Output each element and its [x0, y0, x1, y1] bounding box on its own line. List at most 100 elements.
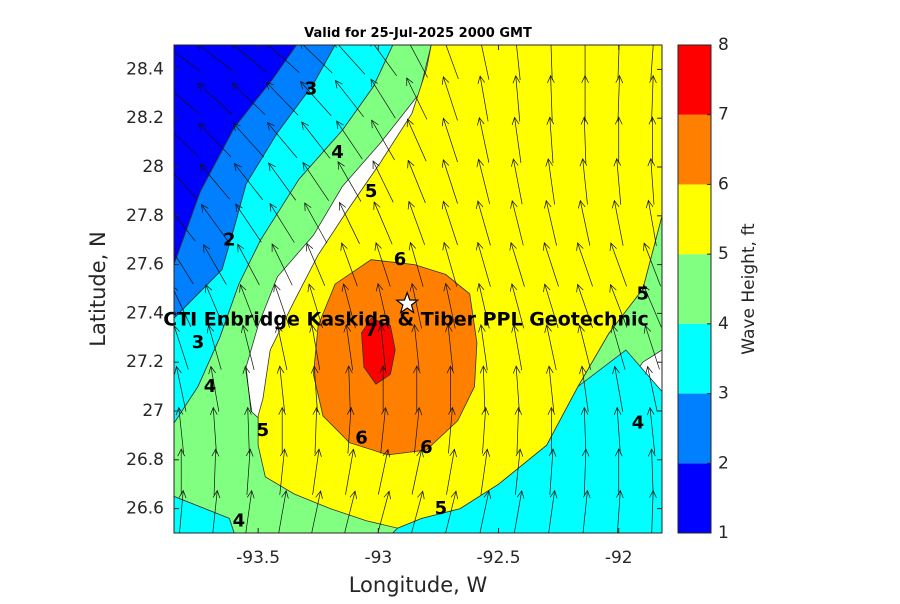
wave-vector-arrow — [344, 490, 358, 533]
contour-label: 4 — [632, 413, 645, 434]
wave-vector-arrow — [513, 490, 525, 533]
x-tick-label: -93 — [364, 548, 392, 568]
contour-label: 4 — [204, 376, 217, 397]
wave-vector-arrow — [441, 159, 458, 204]
wave-vector-arrow — [510, 158, 523, 205]
wave-vector-arrow — [370, 45, 397, 77]
wave-vector-arrow — [174, 247, 194, 285]
wave-vector-arrow — [542, 241, 559, 287]
wave-vector-arrow — [411, 448, 424, 495]
colorbar-swatch — [678, 114, 711, 185]
wave-vector-arrow — [336, 120, 363, 160]
colorbar-tick-label: 5 — [718, 244, 729, 264]
wave-vector-arrow — [409, 45, 428, 78]
wave-vector-arrow — [411, 490, 425, 533]
wave-vector-arrow — [476, 241, 491, 287]
wave-vector-arrow — [642, 284, 662, 328]
wave-vector-arrow — [371, 119, 395, 161]
wave-vector-arrow — [244, 406, 252, 454]
wave-vector-arrow — [441, 117, 458, 163]
wave-vector-arrow — [372, 160, 394, 203]
wave-vector-arrow — [645, 199, 657, 246]
wave-vector-arrow — [546, 116, 555, 164]
wave-vector-arrow — [302, 161, 329, 201]
wave-vector-arrow — [477, 75, 489, 122]
wave-vector-arrow — [611, 199, 624, 246]
contour-band-3-4 — [174, 495, 235, 533]
wave-vector-arrow — [579, 157, 588, 205]
wave-vector-arrow — [239, 283, 258, 328]
wave-vector-arrow — [512, 74, 521, 122]
contour-label: 5 — [435, 498, 448, 519]
wave-vector-arrow — [178, 489, 187, 533]
colorbar-tick-label: 2 — [718, 453, 729, 473]
wave-vector-arrow — [476, 200, 491, 246]
wave-vector-arrow — [240, 324, 255, 370]
wave-vector-arrow — [547, 74, 555, 122]
wave-vector-arrow — [476, 282, 490, 329]
wave-vector-arrow — [175, 406, 184, 454]
wave-vector-arrow — [206, 324, 222, 370]
colorbar-swatch — [678, 45, 711, 115]
wave-vector-arrow — [610, 324, 626, 370]
wave-vector-arrow — [580, 406, 589, 454]
wave-vector-arrow — [445, 323, 454, 371]
wave-vector-arrow — [378, 448, 391, 495]
wave-vector-arrow — [511, 324, 523, 371]
wave-vector-arrow — [609, 283, 628, 328]
wave-vector-arrow — [548, 489, 558, 533]
y-tick-label: 27.2 — [126, 352, 164, 372]
colorbar-tick-label: 4 — [718, 314, 729, 334]
wave-vector-arrow — [233, 162, 263, 200]
wave-vector-arrow — [480, 448, 491, 495]
wave-vector-arrow — [650, 45, 654, 81]
wave-vector-arrow — [370, 78, 396, 119]
wave-vector-arrow — [648, 448, 656, 495]
wave-vector-arrow — [309, 324, 321, 371]
wave-vector-arrow — [312, 448, 322, 495]
wave-vector-arrow — [237, 243, 260, 286]
wave-vector-arrow — [345, 448, 356, 495]
wave-vector-arrow — [649, 74, 657, 122]
x-axis-label: Longitude, W — [349, 573, 488, 597]
wave-vector-arrow — [446, 448, 457, 495]
wave-vector-arrow — [212, 489, 221, 533]
contour-label: 2 — [223, 230, 236, 251]
wave-vector-arrow — [200, 203, 229, 242]
colorbar-tick-label: 8 — [718, 35, 729, 55]
wave-vector-arrow — [548, 448, 557, 495]
wave-vector-arrow — [481, 45, 490, 80]
wave-vector-arrow — [578, 199, 591, 246]
wave-vector-arrow — [245, 489, 255, 533]
wave-vector-arrow — [300, 45, 333, 74]
wave-vector-arrow — [477, 116, 490, 163]
wave-vector-arrow — [512, 365, 521, 413]
wave-vector-arrow — [577, 324, 591, 370]
wave-vector-arrow — [545, 365, 555, 412]
wave-vector-arrow — [275, 324, 288, 371]
plot-frame — [173, 44, 663, 534]
site-star-icon — [395, 290, 420, 314]
wave-vector-arrow — [478, 323, 488, 371]
wave-vector-arrow — [643, 242, 661, 287]
wave-vector-arrow — [341, 283, 356, 329]
wave-vector-arrow — [543, 283, 559, 329]
colorbar-tick-label: 1 — [718, 523, 729, 543]
wave-vector-arrow — [278, 490, 289, 533]
wave-vector-arrow — [445, 490, 458, 533]
wave-vector-arrow — [413, 365, 421, 413]
wave-vector-arrow — [443, 282, 456, 329]
colorbar-swatch — [678, 184, 711, 255]
wave-vector-arrow — [446, 365, 455, 413]
wave-vector-arrow — [306, 242, 326, 286]
wave-vector-arrow — [231, 82, 266, 115]
wave-vector-arrow — [509, 241, 525, 287]
colorbar-swatch — [678, 323, 711, 394]
contour-label: 7 — [365, 320, 378, 341]
wave-vector-arrow — [614, 116, 623, 164]
wave-vector-arrow — [442, 241, 458, 287]
y-tick-label: 27 — [142, 401, 164, 421]
y-axis-label: Latitude, N — [86, 231, 110, 347]
